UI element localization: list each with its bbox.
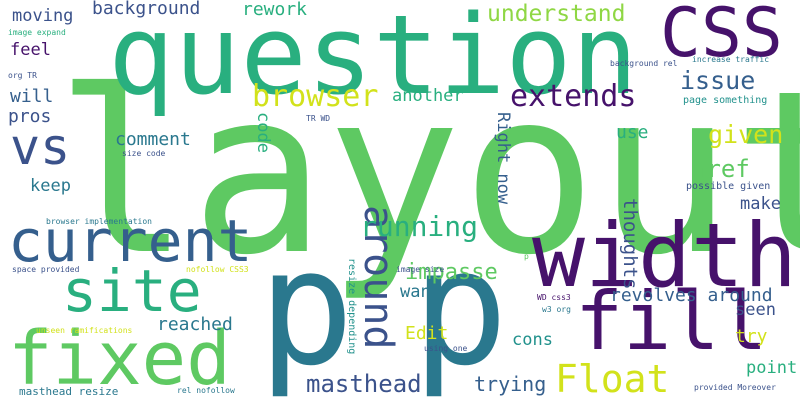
word-fixed: fixed — [8, 316, 231, 400]
word-current: current — [8, 207, 253, 275]
word-rel-nofollow: rel nofollow — [177, 386, 235, 395]
word-wd-css3: WD css3 — [537, 293, 571, 302]
word-revolves-around: revolves around — [610, 285, 773, 306]
word-seen: seen — [735, 300, 776, 320]
word-around-vertical: around — [355, 205, 401, 350]
word-comment: comment — [115, 129, 191, 150]
word-nofollow-css3: nofollow CSS3 — [186, 265, 249, 274]
word-tr-wd: TR WD — [306, 114, 331, 123]
word-use: use — [616, 122, 649, 143]
word-running: running — [360, 210, 479, 243]
word-issue: issue — [680, 66, 756, 95]
word-want: want — [400, 282, 441, 302]
word-pros: pros — [8, 106, 52, 127]
word-masthead-resize: masthead resize — [19, 385, 119, 398]
word-right-now: Right now — [493, 112, 513, 205]
word-resize-depending: resize depending — [346, 258, 357, 355]
word-will: will — [10, 86, 54, 107]
word-site: site — [62, 257, 202, 325]
word-understand: understand — [487, 1, 626, 27]
word-float: Float — [555, 357, 670, 400]
word-extends: extends — [510, 79, 637, 114]
word-unseen-ramifications: unseen ramifications — [36, 326, 133, 335]
word-moving: moving — [12, 6, 74, 26]
word-browser-implementation: browser implementation — [46, 217, 152, 226]
word-keep: keep — [30, 176, 71, 196]
word-given: given — [708, 120, 784, 149]
word-feel: feel — [10, 40, 51, 60]
word-href: href — [692, 155, 750, 183]
word-p-right: p — [412, 214, 509, 400]
word-possible-given: possible given — [686, 181, 771, 192]
word-thoughts: thoughts — [619, 198, 641, 290]
word-background-rel: background rel — [610, 59, 678, 68]
word-image-expand: image expand — [8, 28, 66, 37]
word-background: background — [92, 0, 201, 19]
word-trying: trying — [474, 372, 547, 396]
word-point: point — [746, 358, 798, 378]
word-impasse: impasse — [405, 260, 498, 285]
word-page-something: page something — [683, 95, 768, 106]
word-question: question — [108, 0, 638, 119]
word-provided-moreover: provided Moreover — [694, 383, 776, 392]
word-space-provided: space provided — [12, 265, 80, 274]
word-try: try — [735, 326, 768, 347]
word-reached: reached — [157, 314, 233, 335]
word-layout: layout — [55, 43, 800, 305]
word-w3-org: w3 org — [542, 305, 571, 314]
word-float-edit: Edit — [405, 323, 449, 344]
word-css: CSS — [660, 0, 783, 73]
word-fill: fill — [575, 275, 768, 368]
word-size-code: size code — [122, 149, 166, 158]
word-p-left: p — [258, 214, 355, 400]
word-code: code — [253, 112, 273, 153]
word-masthead: masthead — [306, 370, 422, 398]
word-rework: rework — [242, 0, 308, 20]
word-vs: vs — [10, 118, 71, 176]
word-width: width — [532, 204, 797, 307]
word-image-size: image size — [396, 265, 445, 274]
word-another: another — [392, 86, 464, 106]
word-p-small: p — [524, 252, 529, 261]
word-increase-traffic: increase traffic — [692, 55, 770, 64]
word-browser: browser — [252, 79, 379, 114]
word-cons: cons — [512, 330, 553, 350]
word-using-one: using one — [424, 344, 468, 353]
word-org-tr: org TR — [8, 71, 37, 80]
word-make: make — [740, 194, 781, 214]
